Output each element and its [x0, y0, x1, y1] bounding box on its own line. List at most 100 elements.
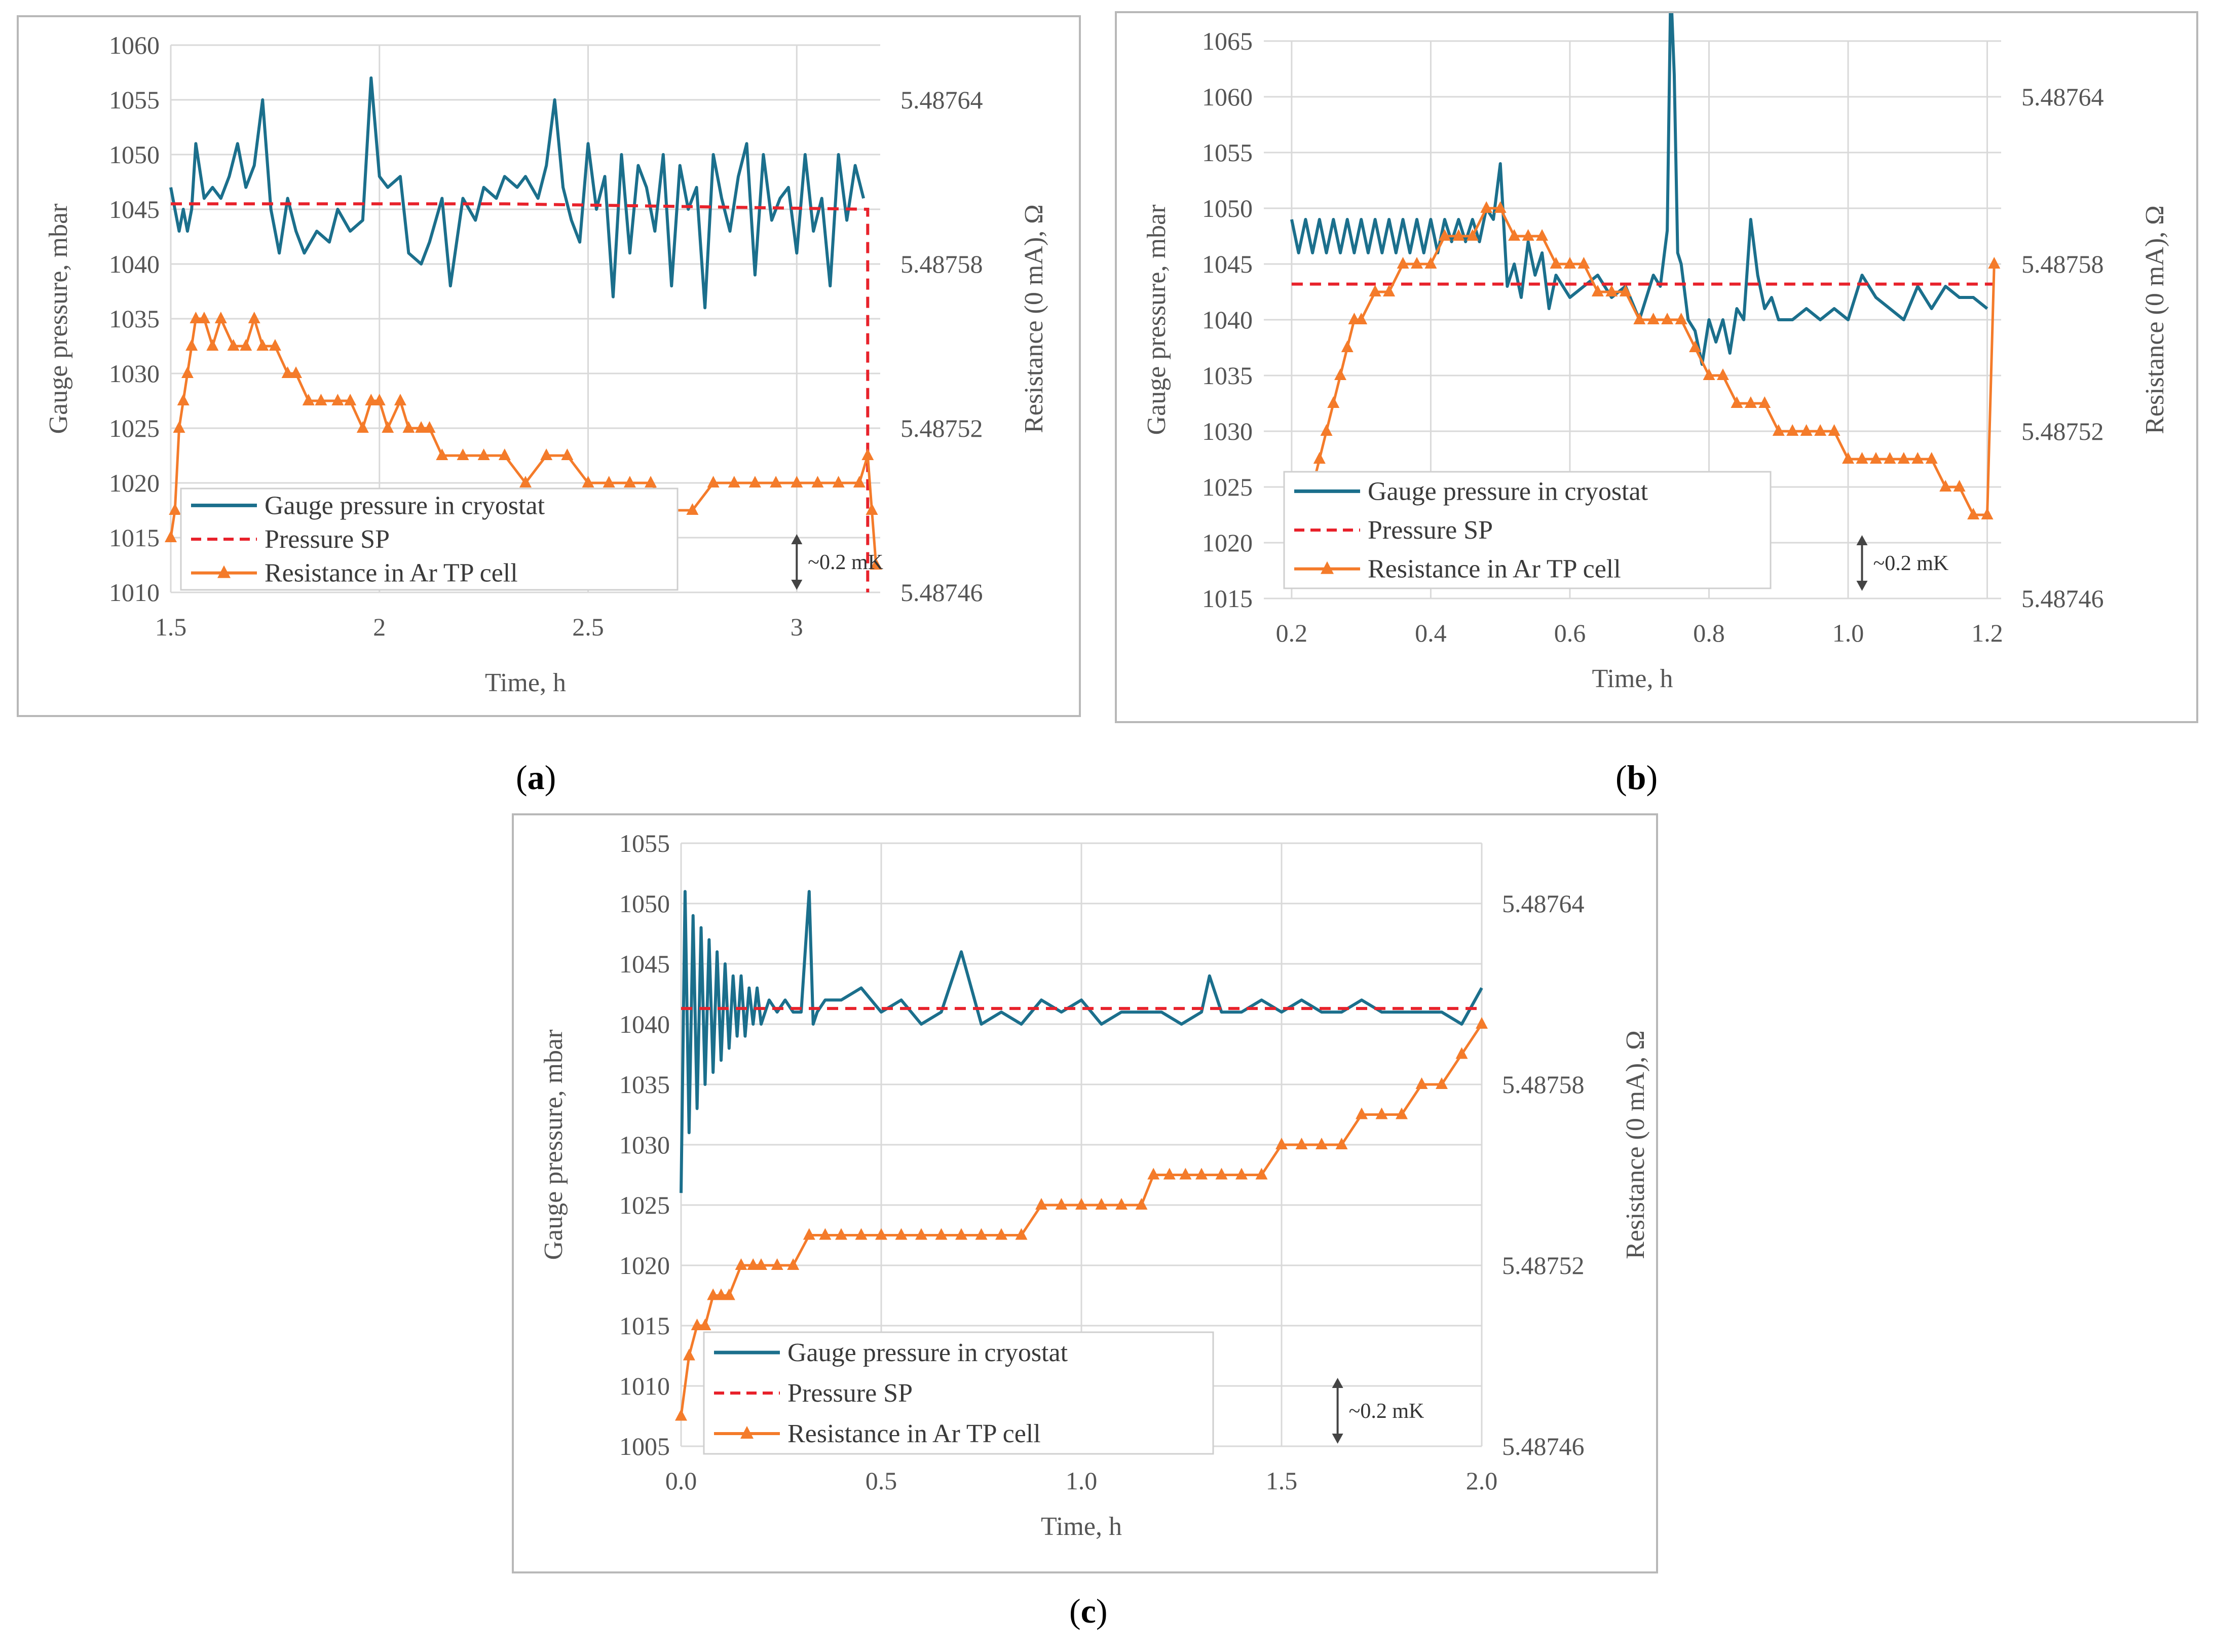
resistance-marker	[173, 421, 185, 433]
resistance-marker	[853, 476, 866, 487]
resistance-marker	[356, 421, 369, 433]
chart-panel-a: 1010 1015 1020 1025 1030 1035 1040 1045 1050 1055…	[17, 15, 1081, 717]
resistance-marker	[770, 476, 782, 487]
resistance-marker	[498, 448, 511, 460]
legend-marker-resistance	[1321, 561, 1334, 574]
resistance-marker	[832, 476, 845, 487]
resistance-marker	[675, 1409, 687, 1421]
annotation-label: ~0.2 mK	[1873, 552, 1948, 575]
resistance-marker	[1335, 1138, 1348, 1149]
resistance-marker	[1494, 201, 1507, 213]
resistance-marker	[1953, 480, 1966, 492]
resistance-marker	[1313, 452, 1326, 464]
x-tick-label: 0.6	[1554, 619, 1586, 647]
annotation-mk: ~0.2 mK	[1856, 535, 1948, 591]
resistance-marker	[1275, 1138, 1288, 1149]
annotation-arrow-up	[1332, 1378, 1343, 1388]
resistance-marker	[1255, 1168, 1268, 1180]
resistance-marker	[1375, 1107, 1388, 1119]
x-tick-label: 0.8	[1693, 619, 1725, 647]
resistance-marker	[1731, 396, 1743, 408]
y-tick-label: 1060	[1202, 83, 1253, 111]
resistance-marker	[1015, 1228, 1028, 1240]
resistance-marker	[1911, 452, 1924, 464]
resistance-marker	[1981, 508, 1994, 519]
resistance-marker	[1147, 1168, 1160, 1180]
annotation-arrow-down	[791, 580, 803, 590]
resistance-marker	[1075, 1198, 1087, 1210]
resistance-marker	[811, 476, 824, 487]
resistance-marker	[1814, 424, 1827, 436]
resistance-marker	[1383, 285, 1396, 296]
resistance-marker	[281, 366, 294, 378]
x-tick-label: 0.5	[866, 1467, 897, 1495]
resistance-marker	[190, 312, 202, 323]
resistance-marker	[1591, 285, 1604, 296]
y-tick-label: 1055	[109, 86, 160, 114]
resistance-marker	[540, 448, 553, 460]
y-tick-label: 1050	[109, 140, 160, 169]
resistance-marker	[1772, 424, 1785, 436]
y-tick-label: 1050	[1202, 194, 1253, 222]
x-axis-title: Time, h	[1592, 664, 1673, 693]
resistance-marker	[1988, 257, 2001, 269]
resistance-marker	[1466, 229, 1479, 241]
resistance-marker	[723, 1288, 735, 1300]
legend-label: Gauge pressure in cryostat	[787, 1338, 1068, 1367]
resistance-marker	[748, 476, 761, 487]
resistance-marker	[683, 1348, 695, 1361]
resistance-marker	[1356, 1107, 1368, 1119]
legend-label: Resistance in Ar TP cell	[265, 559, 518, 588]
y-tick-label: 1065	[1202, 27, 1253, 55]
x-tick-label: 2	[373, 613, 386, 641]
resistance-marker	[603, 476, 615, 487]
x-tick-label: 0.4	[1415, 619, 1447, 647]
y-tick-label: 1020	[109, 469, 160, 497]
x-axis-title: Time, h	[485, 668, 566, 697]
resistance-marker	[177, 394, 190, 405]
series-pressure-sp	[171, 202, 870, 592]
series-resistance-in-ar-tp-cell	[675, 1017, 1488, 1421]
pressure-line	[169, 76, 866, 310]
y-tick-label: 1025	[619, 1191, 670, 1219]
resistance-marker	[1438, 229, 1451, 241]
resistance-marker	[1550, 257, 1562, 269]
resistance-marker	[735, 1258, 747, 1270]
resistance-marker	[935, 1228, 948, 1240]
y2-axis-title: Resistance (0 mA), Ω	[1020, 204, 1048, 433]
resistance-marker	[875, 1228, 887, 1240]
y-tick-label: 1045	[1202, 250, 1253, 278]
resistance-marker	[707, 476, 720, 487]
resistance-marker	[1455, 1047, 1468, 1059]
resistance-marker	[1897, 452, 1910, 464]
series-resistance-in-ar-tp-cell	[165, 312, 882, 570]
y-tick-label: 1030	[619, 1131, 670, 1159]
resistance-marker	[1869, 452, 1882, 464]
resistance-marker	[699, 1319, 711, 1330]
resistance-marker	[415, 421, 428, 433]
legend: Gauge pressure in cryostat Pressure SP Res…	[180, 487, 679, 591]
y-tick-label: 1020	[1202, 529, 1253, 557]
annotation-arrow-down	[1856, 581, 1868, 591]
annotation-arrow-up	[791, 534, 803, 544]
legend-label: Pressure SP	[1368, 516, 1493, 545]
y-tick-label: 1040	[1202, 306, 1253, 334]
tick-labels: 1005 1010 1015 1020 1025 1030 1035 1040 1045 1050…	[619, 829, 1585, 1495]
resistance-marker	[803, 1228, 815, 1240]
y-tick-label: 1045	[109, 195, 160, 223]
y-axis-title: Gauge pressure, mbar	[539, 1030, 568, 1260]
tick-labels: 1010 1015 1020 1025 1030 1035 1040 1045 1050 1055…	[109, 31, 983, 641]
y-tick-label: 1025	[1202, 473, 1253, 501]
y-axis-title: Gauge pressure, mbar	[1142, 205, 1171, 435]
resistance-marker	[955, 1228, 967, 1240]
resistance-marker	[686, 503, 699, 515]
caption-b: (b)	[1616, 758, 1658, 797]
y2-axis-title: Resistance (0 mA), Ω	[2140, 205, 2169, 434]
resistance-marker	[819, 1228, 832, 1240]
legend-marker-resistance	[740, 1426, 754, 1439]
resistance-marker	[1334, 368, 1346, 380]
y-tick-label: 1030	[1202, 417, 1253, 445]
y-tick-label: 1015	[109, 523, 160, 552]
resistance-marker	[623, 476, 636, 487]
resistance-marker	[248, 312, 260, 323]
